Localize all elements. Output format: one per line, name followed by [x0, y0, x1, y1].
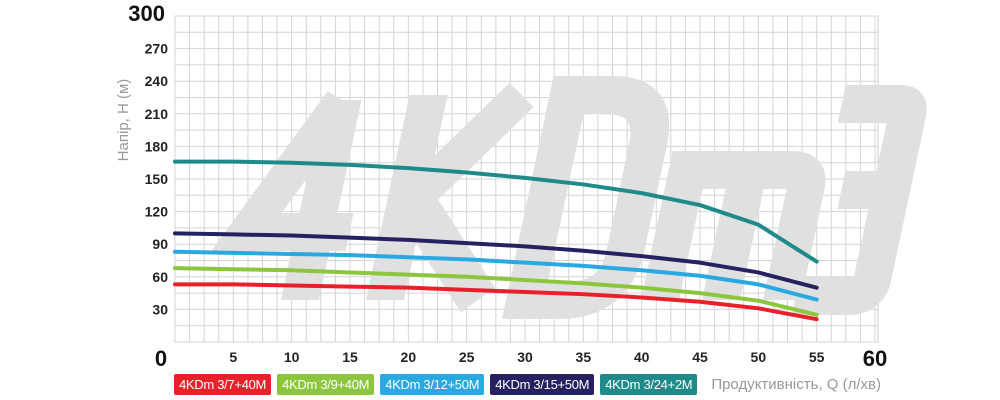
legend-item: 4KDm 3/24+2M [600, 374, 698, 395]
watermark-glyph-4 [211, 91, 362, 300]
x-tick-label: 35 [576, 349, 592, 365]
series-line-3 [173, 231, 819, 290]
legend-item: 4KDm 3/9+40M [277, 374, 375, 395]
x-tick-label: 55 [809, 349, 825, 365]
y-tick-label: 240 [145, 73, 169, 89]
y-tick-label: 30 [152, 301, 168, 317]
y-tick-label: 210 [145, 106, 169, 122]
watermark [211, 76, 927, 319]
series-line-1 [173, 266, 819, 317]
y-tick-label: 90 [152, 236, 168, 252]
x-tick-label: 50 [751, 349, 767, 365]
x-tick-label: 5 [229, 349, 237, 365]
legend-item: 4KDm 3/7+40M [174, 374, 272, 395]
y-tick-label: 60 [152, 269, 168, 285]
x-tick-label: 25 [459, 349, 475, 365]
x-tick-label: 30 [517, 349, 533, 365]
series-line-2 [173, 249, 819, 302]
y-axis-label: Напір, H (м) [115, 79, 132, 162]
x-tick-label: 0 [155, 346, 167, 371]
series-line-4 [173, 159, 819, 264]
x-tick-label: 40 [634, 349, 650, 365]
watermark-glyph-3 [791, 85, 927, 315]
y-tick-label: 120 [145, 204, 169, 220]
x-tick-label: 15 [342, 349, 358, 365]
x-tick-label: 45 [692, 349, 708, 365]
legend-item: 4KDm 3/12+50M [380, 374, 485, 395]
watermark-glyph-d [501, 76, 670, 319]
x-tick-label: 60 [863, 346, 887, 371]
y-tick-label: 150 [145, 171, 169, 187]
x-axis-label: Продуктивність, Q (л/хв) [711, 376, 881, 393]
legend: 4KDm 3/7+40M 4KDm 3/9+40M 4KDm 3/12+50M 4KD… [174, 374, 881, 395]
watermark-glyph-k [366, 82, 534, 313]
y-tick-label: 270 [145, 41, 169, 57]
x-tick-label: 10 [284, 349, 300, 365]
y-tick-label: 180 [145, 138, 169, 154]
x-tick-label: 20 [401, 349, 417, 365]
y-tick-label: 300 [128, 1, 165, 26]
legend-item: 4KDm 3/15+50M [490, 374, 595, 395]
series-line-0 [173, 282, 819, 322]
